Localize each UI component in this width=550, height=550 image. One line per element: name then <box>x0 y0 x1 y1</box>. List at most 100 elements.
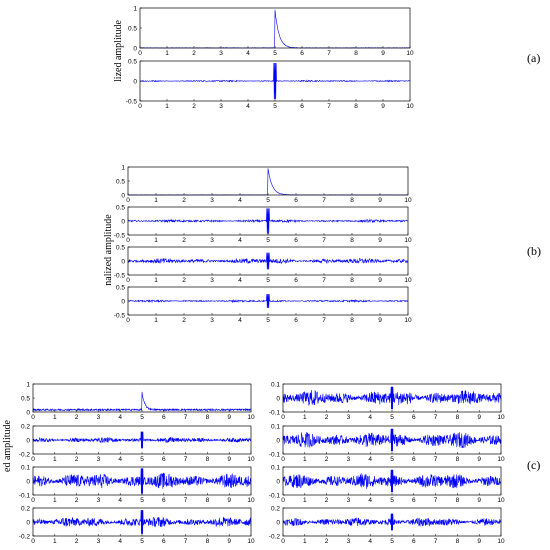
x-tick-label: 9 <box>378 237 382 244</box>
x-tick-label: 3 <box>97 497 101 504</box>
x-tick-label: 6 <box>412 456 416 463</box>
y-tick-label: 0 <box>276 519 280 526</box>
series-line <box>139 9 410 49</box>
x-tick-label: 0 <box>126 317 130 324</box>
series-line <box>32 468 252 494</box>
y-tick-label: -0.1 <box>19 492 31 499</box>
y-tick-label: 0 <box>121 192 125 199</box>
x-tick-label: 8 <box>350 197 354 204</box>
x-tick-label: 10 <box>247 497 255 504</box>
y-tick-label: 1 <box>133 5 137 12</box>
x-tick-label: 10 <box>404 317 412 324</box>
subplot-b4: 0 1 2 3 4 5 6 7 8 9 10-0.500.5 <box>114 284 412 324</box>
x-tick-label: 2 <box>325 538 329 545</box>
x-tick-label: 2 <box>182 277 186 284</box>
x-tick-label: 0 <box>31 497 35 504</box>
x-tick-label: 6 <box>162 414 166 421</box>
x-tick-label: 1 <box>154 197 158 204</box>
x-tick-label: 10 <box>406 103 414 110</box>
subplot-c8: 0 1 2 3 4 5 6 7 8 9 10-0.200.2 <box>269 505 505 545</box>
y-tick-label: 0.5 <box>116 204 125 211</box>
y-tick-label: 1 <box>121 164 125 171</box>
x-tick-label: 4 <box>368 538 372 545</box>
series-line <box>127 208 409 234</box>
subplot-b2: 0 1 2 3 4 5 6 7 8 9 10-0.500.5 <box>114 204 412 244</box>
x-tick-label: 1 <box>165 50 169 57</box>
y-tick-label: 0 <box>26 409 30 416</box>
x-tick-label: 0 <box>281 414 285 421</box>
x-tick-label: 2 <box>192 50 196 57</box>
x-tick-label: 5 <box>273 50 277 57</box>
x-tick-label: 7 <box>434 497 438 504</box>
x-tick-label: 2 <box>75 414 79 421</box>
x-tick-label: 8 <box>456 456 460 463</box>
y-tick-label: -0.2 <box>269 533 281 540</box>
series-line <box>282 469 502 493</box>
x-tick-label: 6 <box>412 497 416 504</box>
x-tick-label: 7 <box>322 277 326 284</box>
x-tick-label: 6 <box>162 497 166 504</box>
x-tick-label: 2 <box>75 497 79 504</box>
x-tick-label: 3 <box>219 50 223 57</box>
x-tick-label: 5 <box>266 317 270 324</box>
y-tick-label: 0.2 <box>21 505 30 512</box>
y-tick-label: 0 <box>276 395 280 402</box>
x-tick-label: 2 <box>75 538 79 545</box>
subplot-b1: 0 1 2 3 4 5 6 7 8 9 10 0 0.5 1 <box>116 164 412 204</box>
x-tick-label: 8 <box>354 103 358 110</box>
x-tick-label: 0 <box>281 456 285 463</box>
x-tick-label: 7 <box>434 414 438 421</box>
x-tick-label: 9 <box>227 538 231 545</box>
x-tick-label: 0 <box>31 456 35 463</box>
x-tick-label: 7 <box>184 456 188 463</box>
y-tick-label: 0 <box>133 45 137 52</box>
x-tick-label: 5 <box>273 103 277 110</box>
x-tick-label: 4 <box>368 414 372 421</box>
x-tick-label: 2 <box>325 456 329 463</box>
x-tick-label: 1 <box>303 414 307 421</box>
x-tick-label: 9 <box>227 456 231 463</box>
x-tick-label: 10 <box>406 50 414 57</box>
x-tick-label: 9 <box>227 414 231 421</box>
x-tick-label: 9 <box>477 456 481 463</box>
x-tick-label: 1 <box>303 538 307 545</box>
subplot-c2: 0 1 2 3 4 5 6 7 8 9 10-0.200.2 <box>19 423 255 463</box>
x-tick-label: 8 <box>350 237 354 244</box>
x-tick-label: 10 <box>404 237 412 244</box>
x-tick-label: 4 <box>238 197 242 204</box>
x-tick-label: 9 <box>227 497 231 504</box>
x-tick-label: 2 <box>325 497 329 504</box>
x-tick-label: 3 <box>210 317 214 324</box>
y-tick-label: -0.5 <box>114 312 126 319</box>
series-line <box>32 510 252 534</box>
x-tick-label: 1 <box>53 414 57 421</box>
y-tick-label: 0 <box>133 78 137 85</box>
x-tick-label: 7 <box>184 497 188 504</box>
y-tick-label: 0 <box>121 298 125 305</box>
x-tick-label: 4 <box>118 538 122 545</box>
x-tick-label: 4 <box>118 414 122 421</box>
x-tick-label: 6 <box>412 414 416 421</box>
x-tick-label: 7 <box>184 538 188 545</box>
series-line <box>282 386 502 410</box>
x-tick-label: 5 <box>140 538 144 545</box>
x-tick-label: 3 <box>210 277 214 284</box>
panel-label-c: (c) <box>527 458 540 472</box>
y-tick-label: 0.5 <box>116 284 125 291</box>
x-tick-label: 9 <box>378 277 382 284</box>
x-tick-label: 7 <box>327 103 331 110</box>
x-tick-label: 5 <box>140 456 144 463</box>
x-tick-label: 6 <box>300 50 304 57</box>
x-tick-label: 1 <box>154 237 158 244</box>
panel-label-b: (b) <box>527 244 541 258</box>
subplot-b3: 0 1 2 3 4 5 6 7 8 9 10-0.500.5 <box>114 244 412 284</box>
x-tick-label: 9 <box>378 197 382 204</box>
x-tick-label: 8 <box>350 317 354 324</box>
x-tick-label: 3 <box>210 237 214 244</box>
y-tick-label: 0.1 <box>271 423 280 430</box>
x-tick-label: 5 <box>140 414 144 421</box>
x-tick-label: 3 <box>97 538 101 545</box>
y-tick-label: 0.5 <box>128 25 137 32</box>
